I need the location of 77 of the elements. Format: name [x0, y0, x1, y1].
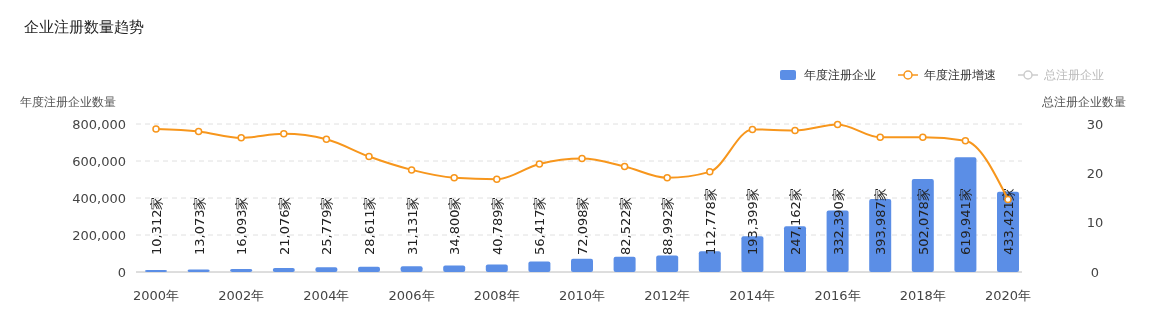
bar — [443, 265, 466, 272]
point — [620, 162, 629, 171]
data-label: 88,992家 — [660, 196, 676, 255]
bar — [358, 266, 380, 272]
legend-label: 年度注册企业 — [804, 68, 876, 83]
bar — [400, 266, 423, 272]
data-label: 82,522家 — [617, 196, 633, 255]
bar — [230, 269, 253, 272]
y-tick-label: 800,000 — [72, 116, 126, 132]
point — [493, 175, 501, 183]
y2-tick-label: 10 — [1086, 215, 1104, 231]
data-label: 31,131家 — [404, 196, 420, 255]
point — [663, 174, 671, 182]
bar — [528, 261, 551, 272]
x-tick-label: 2014年 — [729, 288, 776, 303]
x-tick-label: 2004年 — [303, 288, 350, 303]
point — [748, 125, 757, 134]
y2-axis-title: 总注册企业数量 — [1041, 95, 1126, 109]
data-label: 56,417家 — [532, 196, 548, 255]
data-label: 247,162家 — [788, 188, 803, 255]
point — [535, 160, 544, 168]
y-tick-label: 400,000 — [72, 190, 126, 206]
data-label: 13,073家 — [191, 196, 207, 255]
x-tick-label: 2012年 — [644, 288, 691, 303]
data-label: 112,778家 — [702, 188, 718, 255]
point — [280, 130, 288, 138]
data-label: 502,078家 — [915, 188, 931, 255]
point — [450, 174, 458, 182]
point — [407, 166, 416, 174]
y2-tick-label: 20 — [1086, 165, 1104, 181]
data-label: 25,779家 — [319, 196, 335, 255]
point — [876, 133, 884, 142]
data-label: 16,093家 — [234, 196, 250, 255]
point — [578, 154, 586, 163]
point — [919, 133, 927, 142]
data-label: 619,941家 — [958, 188, 974, 255]
x-tick-label: 2016年 — [814, 288, 861, 303]
x-tick-label: 2006年 — [388, 288, 435, 303]
y-tick-label: 200,000 — [72, 227, 126, 243]
bar — [315, 267, 338, 272]
point — [833, 120, 842, 129]
bar — [485, 264, 508, 272]
point — [152, 125, 160, 133]
x-tick-label: 2018年 — [899, 288, 946, 303]
point — [365, 152, 373, 161]
x-tick-label: 2010年 — [558, 288, 606, 303]
data-label: 28,611家 — [362, 196, 377, 255]
x-tick-label: 2020年 — [984, 288, 1032, 303]
point — [322, 135, 331, 144]
point — [961, 137, 970, 145]
point — [194, 127, 203, 136]
data-label: 10,312家 — [149, 196, 164, 255]
data-label: 21,076家 — [276, 196, 292, 255]
y-tick-label: 600,000 — [72, 153, 126, 169]
y2-tick-label: 30 — [1086, 116, 1104, 132]
point — [237, 134, 245, 142]
data-label: 72,098家 — [575, 196, 590, 255]
point — [706, 168, 714, 176]
x-tick-label: 2008年 — [473, 288, 520, 303]
legend-label: 年度注册增速 — [924, 68, 996, 83]
data-label: 332,390家 — [830, 188, 846, 255]
chart-title: 企业注册数量趋势 — [24, 18, 144, 36]
data-label: 393,987家 — [873, 188, 889, 255]
y-axis-title: 年度注册企业数量 — [20, 95, 116, 109]
x-tick-label: 2000年 — [132, 288, 180, 303]
legend-label: 总注册企业 — [1043, 68, 1104, 83]
point — [791, 126, 799, 135]
data-label: 34,800家 — [447, 196, 463, 255]
data-label: 193,399家 — [745, 188, 761, 255]
bar — [656, 255, 679, 272]
data-label: 40,789家 — [489, 196, 505, 255]
y-tick-label: 0 — [117, 264, 126, 280]
bar — [272, 268, 295, 272]
x-tick-label: 2002年 — [218, 288, 265, 303]
y2-tick-label: 0 — [1090, 264, 1100, 280]
bar — [571, 258, 593, 272]
bar — [613, 256, 636, 272]
